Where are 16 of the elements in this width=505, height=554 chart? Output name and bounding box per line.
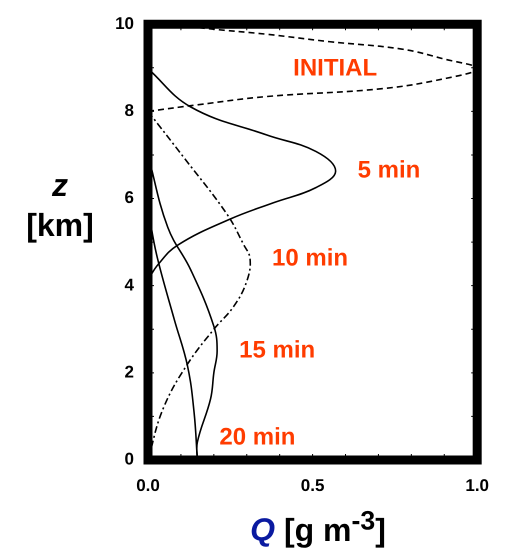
x-tick-label: 1.0: [465, 476, 490, 495]
series-label: INITIAL: [293, 54, 378, 82]
x-axis-title: Q [g m$^{-3}$]: [250, 505, 386, 548]
y-tick-label: 0: [124, 450, 134, 469]
y-tick-label: 6: [124, 188, 134, 208]
y-axis-title: z [km]: [25, 166, 95, 243]
y-tick-label: 8: [124, 101, 134, 120]
series-label: 20 min: [219, 424, 296, 451]
series-label: 10 min: [272, 244, 348, 272]
y-tick-label: 4: [124, 275, 135, 294]
y-tick-label: 10: [115, 14, 134, 33]
x-tick-label: 0.0: [136, 476, 160, 495]
y-tick-label: 2: [124, 362, 134, 382]
legend-label: 5 min: [358, 156, 420, 184]
series-label: 15 min: [239, 336, 316, 364]
x-tick-label: 0.5: [300, 476, 324, 495]
